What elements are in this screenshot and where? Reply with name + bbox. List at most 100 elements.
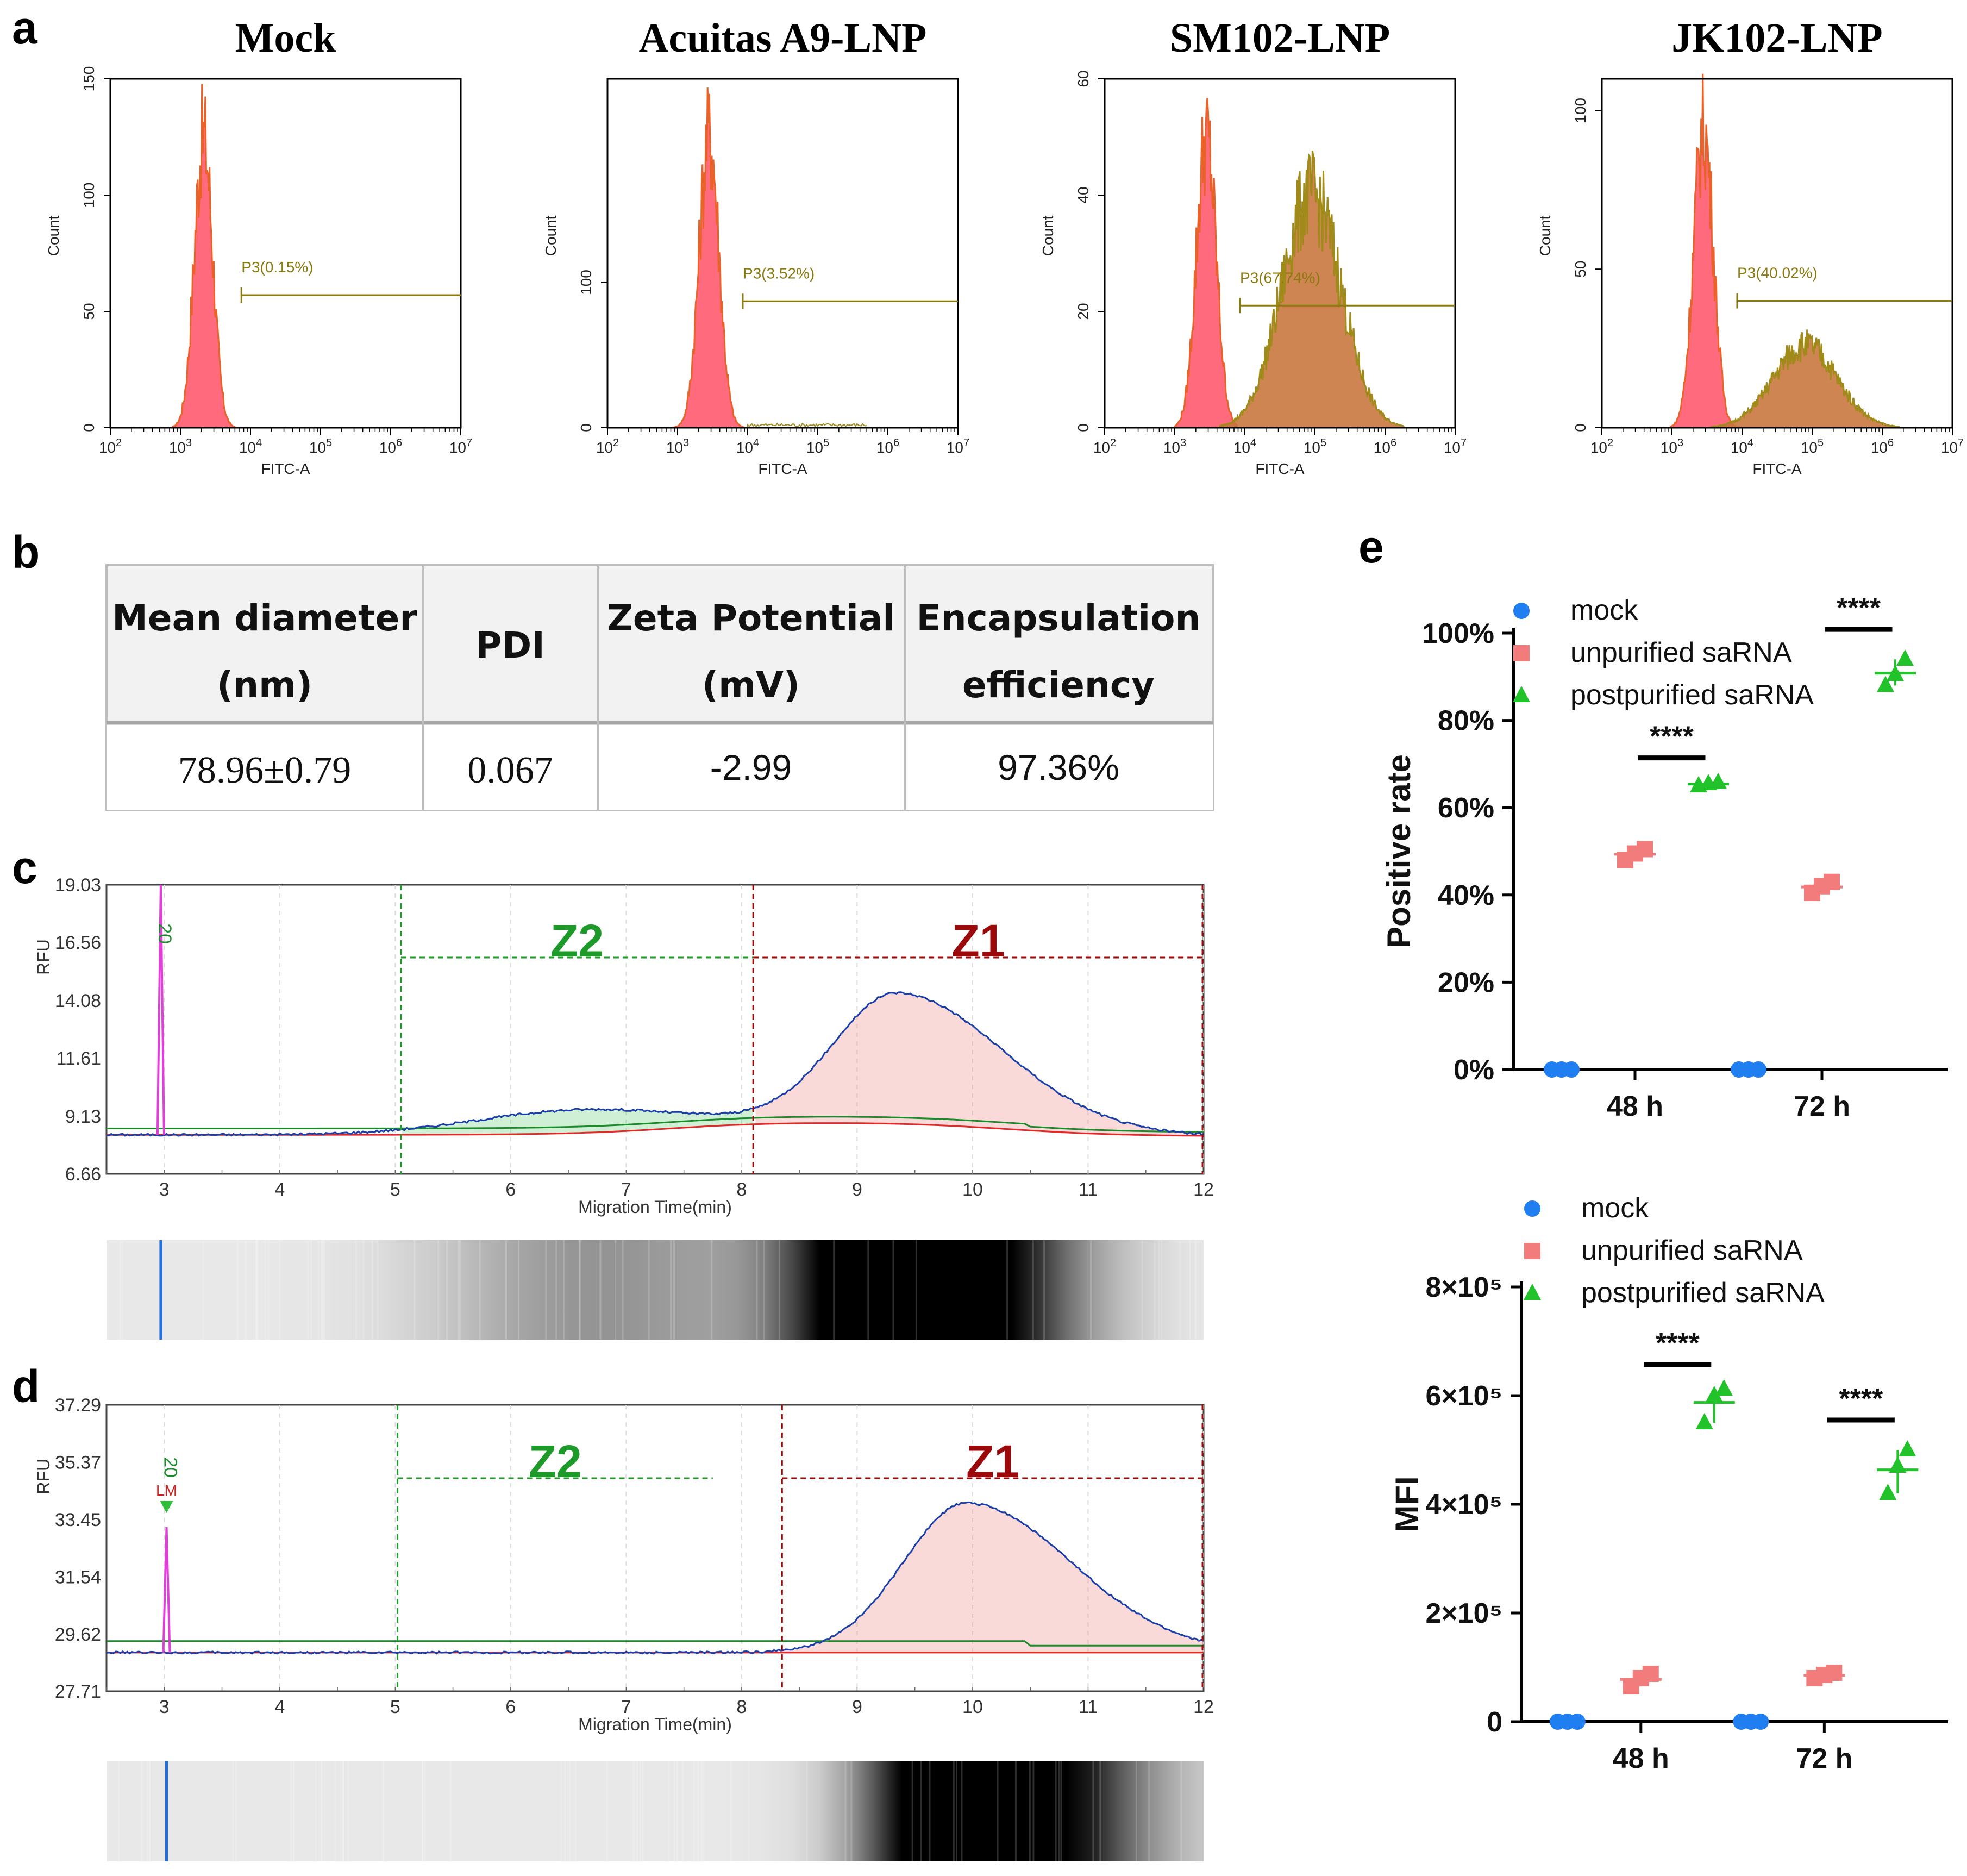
zone-fill-z1 [755,992,1204,1136]
x-tick-label: 72 h [1794,1091,1850,1122]
y-tick-label: 0 [1572,423,1589,432]
flow-histogram-a1: Mock P3(0.15%) 102 103 104 105 106 107 FITC-A 0 50… [45,15,472,477]
x-tick-label: 102 [1093,437,1116,456]
point-mock [1569,1714,1586,1730]
x-tick-label: 107 [1444,437,1467,456]
y-tick-label: 60% [1438,792,1494,824]
legend-marker-postpurified-saRNA [1524,1284,1541,1300]
legend-label: postpurified saRNA [1581,1277,1825,1309]
zone-label-z2: Z2 [529,1436,582,1487]
signal-trace [106,1501,1204,1655]
y-tick-label: 14.08 [55,991,101,1011]
legend-marker-unpurified-saRNA [1513,645,1530,661]
zone-label-z2: Z2 [550,915,604,966]
histogram-positive-population [1602,329,1952,429]
y-tick-label: 60 [1075,70,1092,87]
marker-peak [162,1527,171,1653]
point-mock [1750,1061,1766,1078]
point-postpurified-saRNA [1695,1413,1713,1429]
histogram-negative-population [607,87,958,429]
histogram-tail [747,422,867,428]
panel-label-b: b [12,527,40,578]
y-tick-label: 0 [1075,423,1092,432]
y-tick-label: 37.29 [55,1395,101,1416]
significance-label: **** [1656,1328,1700,1359]
gate-label: P3(40.02%) [1737,265,1818,282]
x-axis-label: FITC-A [1255,460,1305,477]
point-unpurified-saRNA [1826,1665,1843,1681]
legend-marker-mock [1513,603,1530,619]
histogram-title: JK102-LNP [1671,15,1882,61]
baseline-green [107,1116,1204,1133]
x-tick-label: 12 [1193,1697,1214,1717]
y-tick-label: 33.45 [55,1510,101,1530]
plot-frame [105,1404,1205,1692]
x-tick-label: 102 [596,437,619,456]
y-tick-label: 0% [1454,1054,1494,1086]
y-tick-label: 100% [1422,618,1494,649]
x-axis-label: FITC-A [1752,460,1802,477]
panel-label-e: e [1358,521,1384,572]
legend-marker-postpurified-saRNA [1513,686,1530,702]
table-body-bg [107,723,1213,810]
panel-a-flow-histograms: Mock P3(0.15%) 102 103 104 105 106 107 FITC-A 0 50… [45,15,1964,477]
significance-label: **** [1650,721,1694,753]
y-axis-label: RFU [34,1459,53,1494]
table-value-zeta: -2.99 [710,747,792,787]
y-tick-label: 40 [1075,186,1092,203]
significance-label: **** [1837,592,1881,624]
panel-e-mfi: 0 2×10⁵ 4×10⁵ 6×10⁵ 8×10⁵ 48 h 72 h MFI **** ****… [1389,1192,1948,1774]
y-tick-label: 8×10⁵ [1425,1272,1502,1303]
marker-peak [156,884,165,1135]
legend-label: mock [1570,595,1638,626]
y-tick-label: 6.66 [65,1164,101,1185]
x-tick-label: 72 h [1796,1743,1852,1774]
point-mock [1752,1714,1769,1730]
point-postpurified-saRNA [1715,1379,1733,1396]
x-tick-label: 103 [169,437,192,456]
x-tick-label: 5 [390,1179,400,1200]
legend-label: postpurified saRNA [1570,679,1814,711]
plot-frame [1601,78,1953,429]
x-tick-label: 5 [390,1697,400,1717]
panel-c-electropherogram: 3 4 5 6 7 8 9 10 11 12 6.66 9.13 11.61 14.08 16.56 19.0… [34,875,1214,1340]
panel-e-positive-rate: 0% 20% 40% 60% 80% 100% 48 h 72 h Positive rate *… [1381,592,1948,1122]
legend-marker-unpurified-saRNA [1524,1243,1540,1259]
x-tick-label: 102 [99,437,122,456]
y-tick-label: 100 [578,270,594,295]
table-header-mean-diameter-unit: (nm) [217,664,312,706]
y-tick-label: 40% [1438,880,1494,911]
x-tick-label: 103 [1661,437,1683,456]
histogram-title: Acuitas A9-LNP [639,15,927,61]
y-tick-label: 31.54 [55,1567,101,1587]
x-tick-label: 6 [505,1179,516,1200]
x-tick-label: 104 [1731,437,1753,456]
y-tick-label: 20 [1075,303,1092,320]
plot-frame [109,78,462,429]
panel-label-d: d [12,1361,40,1412]
significance-label: **** [1839,1383,1883,1415]
panel-d-electropherogram: 3 4 5 6 7 8 9 10 11 12 27.71 29.62 31.54 33.45 35.37 37… [34,1395,1214,1861]
x-tick-label: 7 [621,1179,631,1200]
x-tick-label: 107 [449,437,472,456]
x-tick-label: 105 [806,437,829,456]
x-tick-label: 11 [1079,1179,1098,1200]
y-tick-label: 29.62 [55,1624,101,1645]
point-mock [1563,1061,1580,1078]
table-header-zeta-unit: (mV) [702,664,800,706]
gate-label: P3(3.52%) [743,265,815,282]
x-tick-label: 102 [1590,437,1613,456]
y-tick-label: 27.71 [55,1681,101,1702]
table-header-encapsulation-2: efficiency [962,664,1155,706]
zone-label-z1: Z1 [966,1436,1019,1487]
x-tick-label: 104 [1233,437,1256,456]
x-tick-label: 7 [621,1697,631,1717]
gel-lane [107,1761,1204,1861]
marker-label: 20 [154,923,175,944]
zone-label-z1: Z1 [952,915,1005,966]
panel-label-c: c [12,842,37,893]
legend-label: mock [1581,1192,1649,1224]
x-axis-label: Migration Time(min) [578,1197,732,1217]
y-axis-label: Count [1537,215,1553,256]
